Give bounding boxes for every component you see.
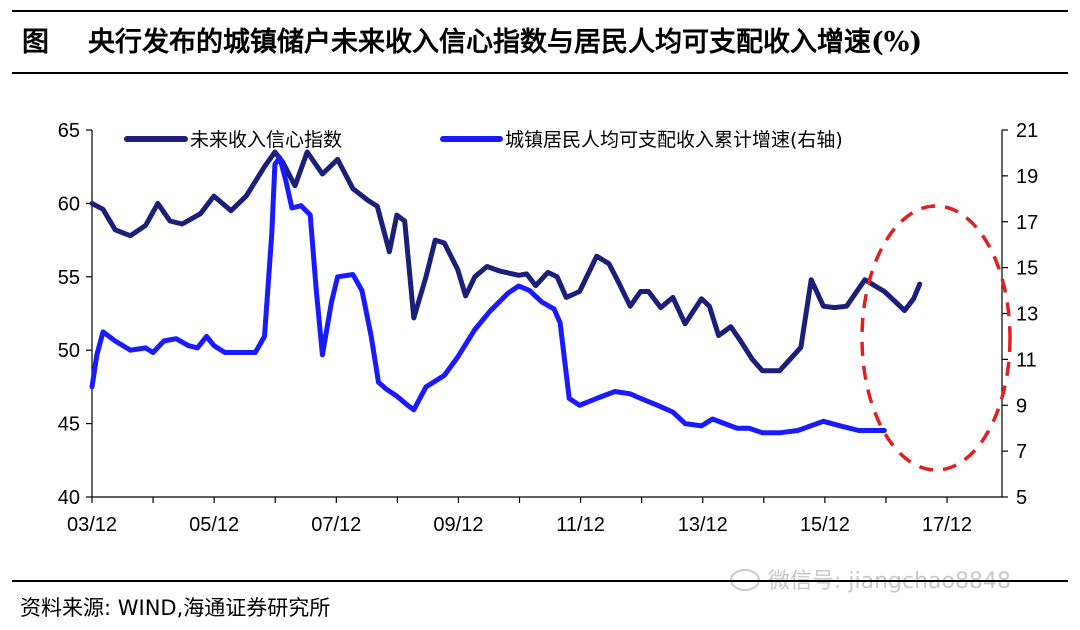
x-tick-label: 09/12 [433, 514, 483, 536]
x-tick-label: 13/12 [678, 514, 728, 536]
right-tick-label: 19 [1016, 166, 1038, 188]
left-tick-label: 55 [58, 267, 80, 289]
legend-label-confidence: 未来收入信心指数 [190, 129, 342, 151]
x-tick-label: 03/12 [67, 514, 117, 536]
right-tick-label: 17 [1016, 212, 1038, 234]
right-tick-label: 9 [1016, 395, 1027, 417]
highlight-ellipse [860, 204, 1012, 472]
top-rule [12, 10, 1068, 12]
left-tick-label: 40 [58, 487, 80, 509]
x-tick-label: 05/12 [189, 514, 239, 536]
left-tick-label: 50 [58, 340, 80, 362]
x-tick-label: 17/12 [922, 514, 972, 536]
figure-title: 央行发布的城镇储户未来收入信心指数与居民人均可支配收入增速(%) [88, 27, 923, 58]
right-axis-ticks: 5 7 9 11 13 15 17 19 21 [1002, 120, 1038, 509]
series-line-income [89, 155, 887, 436]
right-tick-label: 7 [1016, 441, 1027, 463]
figure-prefix: 图 [22, 27, 49, 58]
x-axis-ticks: 03/12 05/12 07/12 09/12 11/12 13/12 15/12 17/12 [67, 497, 972, 536]
right-tick-label: 11 [1016, 349, 1037, 371]
wechat-watermark: 微信号: jiangchao8848 [730, 563, 1011, 595]
x-tick-label: 11/12 [556, 514, 605, 536]
right-tick-label: 15 [1016, 258, 1038, 280]
left-tick-label: 60 [58, 193, 80, 215]
left-tick-label: 45 [58, 414, 80, 436]
left-axis-ticks: 40 45 50 55 60 65 [58, 120, 92, 509]
right-tick-label: 21 [1016, 120, 1038, 142]
title-rule [12, 72, 1068, 74]
x-tick-label: 07/12 [311, 514, 361, 536]
legend-label-income: 城镇居民人均可支配收入累计增速(右轴) [505, 129, 843, 151]
right-tick-label: 13 [1016, 304, 1038, 326]
left-tick-label: 65 [58, 120, 80, 142]
source-note: 资料来源: WIND,海通证券研究所 [20, 596, 331, 620]
series-line-confidence [89, 149, 923, 374]
right-tick-label: 5 [1016, 487, 1027, 509]
x-tick-label: 15/12 [800, 514, 850, 536]
bottom-rule [12, 580, 1068, 582]
